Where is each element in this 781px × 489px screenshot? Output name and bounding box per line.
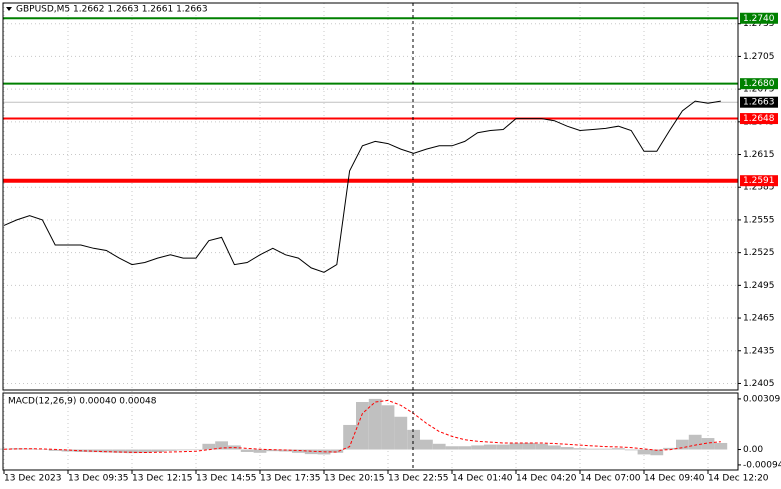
histogram-bar [189,449,203,450]
histogram-bar [432,443,446,450]
level-label-box [740,175,778,187]
histogram-bar [292,449,305,453]
level-label: 1.2740 [743,14,775,24]
y-tick-label: 1.2675 [743,85,775,95]
y-tick-label: 1.2555 [743,215,775,225]
histogram-bar [484,444,497,450]
last-price-box [740,96,778,108]
y-tick-label: 1.2495 [743,281,775,291]
histogram-bar [394,416,408,450]
x-tick-label: 13 Dec 20:15 [324,474,385,484]
histogram-bar [266,449,280,452]
y-tick-label: 1.2705 [743,52,775,62]
symbol-arrow [6,7,12,11]
grid-layer [3,3,738,470]
histogram-bar [548,445,561,450]
level-label: 1.2591 [743,176,775,186]
x-tick-label: 14 Dec 01:40 [452,474,513,484]
x-tick-label: 13 Dec 09:35 [68,474,129,484]
histogram-bar [125,449,139,454]
histogram-bar [176,449,190,451]
price-line [3,100,721,273]
histogram-bar [330,449,344,453]
histogram-bar [151,449,164,452]
histogram-bar [688,434,702,450]
histogram-bar [343,424,356,450]
histogram-bar [253,449,267,453]
x-tick-label: 13 Dec 22:55 [388,474,449,484]
macd-title: MACD(12,26,9) 0.00040 0.00048 [8,397,157,407]
histogram-bar [215,441,228,450]
histogram-bar [650,449,664,456]
y-tick-label: -0.00094 [743,460,781,470]
histogram-bar [471,445,484,450]
histogram-bar [599,448,612,450]
histogram-bar [535,443,548,450]
histogram-bar [100,449,113,453]
histogram-bar [87,449,100,453]
marks-layer [0,17,738,456]
histogram-bar [509,443,523,450]
x-tick-label: 13 Dec 2023 [4,474,62,484]
x-tick-label: 14 Dec 07:00 [580,474,641,484]
x-tick-label: 13 Dec 12:15 [132,474,193,484]
histogram-bar [701,438,715,450]
histogram-bar [36,449,49,450]
histogram-bar [522,442,536,450]
histogram-bar [445,446,459,450]
histogram-bar [624,449,638,451]
y-tick-label: 1.2525 [743,248,775,258]
x-tick-label: 14 Dec 04:20 [516,474,577,484]
level-label-box [740,113,778,125]
y-tick-label: 1.2735 [743,19,775,29]
histogram-bar [407,429,420,450]
x-tick-label: 13 Dec 14:55 [196,474,257,484]
y-tick-label: 0.00 [743,445,763,455]
histogram-bar [61,449,75,452]
level-label: 1.2648 [743,114,775,124]
histogram-bar [714,442,728,450]
level-label-box [740,78,778,90]
histogram-bar [112,449,126,453]
y-tick-label: 0.00309 [743,394,780,404]
x-tick-label: 14 Dec 09:40 [644,474,705,484]
histogram-bar [676,439,689,450]
signal-line [3,399,721,454]
histogram-bar [368,398,382,450]
y-tick-label: 1.2585 [743,183,775,193]
histogram-bar [573,448,587,450]
macd-frame [2,392,739,471]
histogram-bar [637,449,651,455]
histogram-bar [138,449,152,453]
histogram-bar [663,447,676,450]
labels-layer: 1.2405 1.2435 1.2465 1.2495 1.2525 1.2555 1.25… [3,12,781,484]
histogram-bar [496,444,510,450]
y-tick-label: 1.2465 [743,314,775,324]
histogram-bar [202,443,216,450]
level-label-box [740,12,778,24]
histogram-bar [560,447,574,450]
chart-title: GBPUSD,M5 1.2662 1.2663 1.2661 1.2663 [16,5,208,15]
y-tick-label: 1.2435 [743,346,775,356]
main-frame [2,2,739,391]
x-tick-label: 14 Dec 12:20 [708,474,769,484]
histogram-bar [420,439,433,450]
histogram-bar [381,405,395,450]
y-tick-label: 1.2405 [743,379,775,389]
y-tick-label: 1.2615 [743,150,775,160]
histogram-bar [586,448,600,450]
histogram-bar [164,449,177,451]
histogram-bar [356,402,369,450]
level-label: 1.2680 [743,79,775,89]
histogram-bar [48,449,62,451]
last-price-label: 1.2663 [743,98,775,108]
histogram-bar [458,446,472,450]
histogram-bar [240,449,254,452]
histogram-bar [304,449,318,455]
histogram-bar [612,448,625,450]
histogram-bar [279,449,292,452]
x-tick-label: 13 Dec 17:35 [260,474,321,484]
